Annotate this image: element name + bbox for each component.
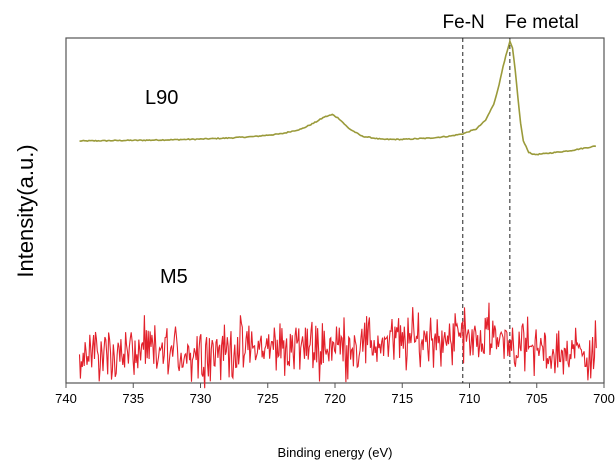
series-lines xyxy=(78,38,597,389)
x-tick-label: 735 xyxy=(122,391,144,406)
y-axis-title: Intensity(a.u.) xyxy=(13,144,38,277)
reference-line-label: Fe-N xyxy=(443,12,485,33)
series-line-m5 xyxy=(78,302,597,389)
x-axis-title: Binding energy (eV) xyxy=(278,445,393,460)
x-tick-label: 705 xyxy=(526,391,548,406)
reference-line-label: Fe metal xyxy=(505,12,579,33)
series-line-l90 xyxy=(79,38,597,156)
series-label-m5: M5 xyxy=(160,266,188,288)
x-tick-label: 720 xyxy=(324,391,346,406)
x-tick-label: 715 xyxy=(391,391,413,406)
reference-lines: Fe-N Fe metal xyxy=(443,12,579,383)
x-tick-label: 725 xyxy=(257,391,279,406)
series-labels: L90 M5 xyxy=(145,87,188,288)
x-tick-label: 730 xyxy=(190,391,212,406)
x-tick-label: 700 xyxy=(593,391,615,406)
x-tick-label: 740 xyxy=(55,391,77,406)
x-tick-label: 710 xyxy=(459,391,481,406)
x-axis-ticks: 740 735 730 725 720 715 710 705 700 xyxy=(55,383,615,406)
series-label-l90: L90 xyxy=(145,87,178,109)
